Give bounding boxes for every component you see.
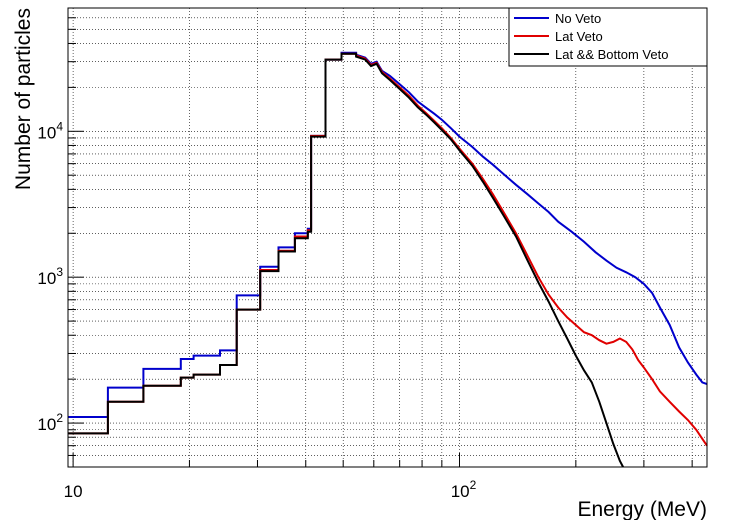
series-layer: [68, 51, 708, 468]
series-line-2: [68, 52, 624, 468]
legend-label-0: No Veto: [555, 11, 601, 26]
y-axis-title: Number of particles: [12, 8, 35, 190]
plot-frame: [67, 7, 708, 468]
y-tick-label: 104: [37, 119, 63, 142]
x-axis-title: Energy (MeV): [577, 498, 707, 520]
series-line-1: [68, 52, 708, 447]
legend: No Veto Lat Veto Lat && Bottom Veto: [508, 7, 708, 67]
tick-labels: 10 102 102 103 104: [37, 119, 476, 501]
y-tick-label: 102: [37, 411, 63, 434]
x-tick-label: 102: [451, 478, 477, 501]
legend-label-1: Lat Veto: [555, 29, 603, 44]
ticks: [68, 7, 693, 468]
series-line-0: [68, 51, 708, 418]
x-tick-label: 10: [64, 482, 83, 501]
y-tick-label: 103: [37, 265, 63, 288]
legend-label-2: Lat && Bottom Veto: [555, 47, 668, 62]
